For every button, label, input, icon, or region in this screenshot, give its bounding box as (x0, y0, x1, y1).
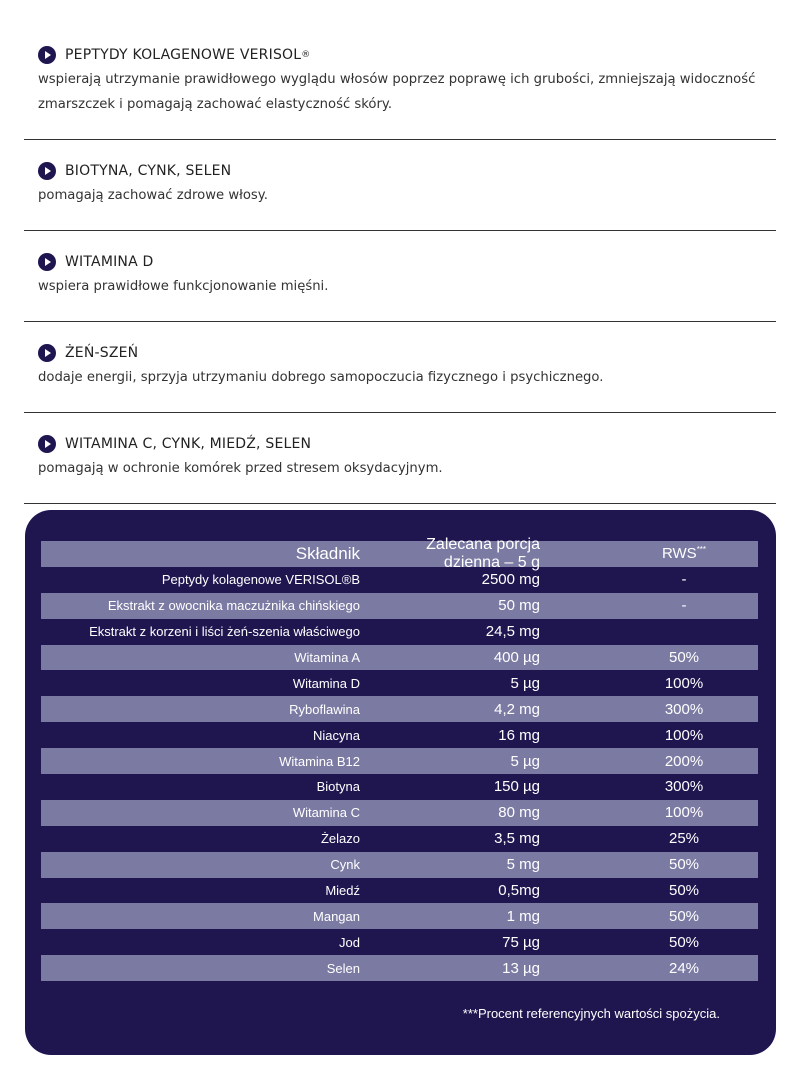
rws-cell: 100% (664, 726, 704, 744)
rws-cell: 50% (668, 933, 700, 951)
portion-cell: 1 mg (506, 907, 540, 925)
portion-cell: 5 µg (510, 752, 541, 770)
ingredient-cell: Ekstrakt z korzeni i liści żeń-szenia wł… (89, 624, 360, 640)
ingredient-cell: Biotyna (316, 779, 360, 795)
portion-cell: 3,5 mg (494, 830, 540, 848)
ingredient-cell: Żelazo (320, 831, 360, 847)
play-bullet-icon (38, 435, 56, 453)
rws-cell: - (681, 597, 687, 615)
portion-cell: 5 µg (510, 674, 541, 692)
rws-cell: 50% (668, 649, 700, 666)
ingredient-cell: Ekstrakt z owocnika maczużnika chińskieg… (107, 598, 360, 614)
table-row: Peptydy kolagenowe VERISOL®B 2500 mg - (41, 567, 758, 593)
portion-cell: 150 µg (493, 778, 540, 796)
ingredient-cell: Witamina C (292, 805, 360, 821)
rws-cell: 50% (668, 856, 700, 874)
rws-cell: 50% (668, 907, 700, 925)
ingredient-cell: Jod (339, 934, 360, 950)
header-rws: RWS*** (661, 545, 707, 563)
ingredient-cell: Witamina B12 (279, 753, 360, 769)
portion-cell: 400 µg (493, 649, 540, 666)
benefit-title: PEPTYDY KOLAGENOWE VERISOL ® (38, 46, 776, 64)
benefit-item: ŻEŃ-SZEŃ dodaje energii, sprzyja utrzyman… (24, 322, 776, 413)
ingredient-cell: Selen (326, 960, 360, 976)
ingredient-cell: Witamina A (294, 650, 360, 665)
portion-cell: 5 mg (506, 856, 540, 874)
portion-cell: 13 µg (502, 959, 540, 977)
table-row: Ekstrakt z owocnika maczużnika chińskieg… (41, 592, 758, 619)
header-ingredient: Składnik (295, 543, 360, 563)
footnote: ***Procent referencyjnych wartości spoży… (462, 1006, 720, 1021)
ingredient-cell: Niacyna (313, 727, 360, 743)
rws-cell: 24% (668, 959, 700, 977)
play-bullet-icon (38, 253, 56, 271)
play-bullet-icon (38, 162, 56, 180)
portion-cell: 2500 mg (481, 571, 540, 589)
table-row: Witamina C 80 mg 100% (41, 799, 758, 826)
portion-cell: 80 mg (498, 804, 540, 822)
play-bullet-icon (38, 344, 56, 362)
header-portion: Zalecana porcja dzienna – 5 g (426, 535, 540, 571)
table-row: Niacyna 16 mg 100% (41, 722, 758, 748)
table-row: Biotyna 150 µg 300% (41, 774, 758, 800)
rws-cell: 100% (664, 804, 704, 822)
rws-cell: 100% (664, 674, 704, 692)
portion-cell: 75 µg (502, 933, 540, 951)
table-row: Żelazo 3,5 mg 25% (41, 826, 758, 852)
rws-cell: 300% (664, 778, 704, 796)
benefit-title: BIOTYNA, CYNK, SELEN (38, 162, 776, 180)
portion-cell: 50 mg (498, 597, 540, 615)
ingredient-cell: Witamina D (292, 675, 360, 691)
rws-cell: 300% (664, 700, 704, 718)
ingredient-cell: Peptydy kolagenowe VERISOL®B (161, 572, 360, 588)
benefit-item: BIOTYNA, CYNK, SELEN pomagają zachować zd… (24, 140, 776, 231)
ingredient-cell: Ryboflawina (289, 701, 360, 717)
portion-cell: 0,5mg (498, 882, 540, 900)
rws-cell: 25% (668, 830, 700, 848)
ingredient-cell: Cynk (330, 857, 360, 873)
benefit-title: WITAMINA C, CYNK, MIEDŹ, SELEN (38, 435, 776, 453)
play-bullet-icon (38, 46, 56, 64)
benefit-description: wspierają utrzymanie prawidłowego wygląd… (38, 72, 756, 112)
benefit-title: WITAMINA D (38, 253, 776, 271)
rws-cell: - (681, 571, 687, 589)
table-row: Witamina B12 5 µg 200% (41, 748, 758, 775)
table-header: Składnik Zalecana porcja dzienna – 5 g R… (41, 536, 758, 571)
portion-cell: 16 mg (498, 726, 540, 744)
benefit-description: pomagają zachować zdrowe włosy. (38, 188, 268, 203)
benefit-title: ŻEŃ-SZEŃ (38, 344, 776, 362)
table-row: Selen 13 µg 24% (41, 955, 758, 982)
ingredient-cell: Miedź (325, 883, 360, 899)
table-row: Cynk 5 mg 50% (41, 851, 758, 878)
ingredient-cell: Mangan (313, 908, 360, 924)
table-row: Ryboflawina 4,2 mg 300% (41, 696, 758, 723)
table-row: Witamina D 5 µg 100% (41, 670, 758, 696)
table-row: Mangan 1 mg 50% (41, 903, 758, 930)
table-row: Witamina A 400 µg 50% (41, 644, 758, 671)
nutrition-panel: Składnik Zalecana porcja dzienna – 5 g R… (25, 510, 776, 1055)
benefit-description: wspiera prawidłowe funkcjonowanie mięśni… (38, 279, 329, 294)
benefit-item: WITAMINA D wspiera prawidłowe funkcjonowa… (24, 231, 776, 322)
table-row: Jod 75 µg 50% (41, 929, 758, 955)
rws-cell: 50% (668, 882, 700, 900)
benefit-item: WITAMINA C, CYNK, MIEDŹ, SELEN pomagają w… (24, 413, 776, 504)
benefit-item: PEPTYDY KOLAGENOWE VERISOL ® wspierają utr… (24, 46, 776, 140)
nutrition-table: Składnik Zalecana porcja dzienna – 5 g R… (41, 536, 758, 982)
table-row: Miedź 0,5mg 50% (41, 878, 758, 904)
rws-cell: 200% (664, 752, 704, 770)
portion-cell: 4,2 mg (494, 700, 540, 718)
portion-cell: 24,5 mg (485, 623, 540, 641)
benefit-description: pomagają w ochronie komórek przed strese… (38, 461, 443, 476)
table-row: Ekstrakt z korzeni i liści żeń-szenia wł… (41, 619, 758, 645)
benefits-list: PEPTYDY KOLAGENOWE VERISOL ® wspierają utr… (24, 46, 776, 504)
benefit-description: dodaje energii, sprzyja utrzymaniu dobre… (38, 370, 604, 385)
